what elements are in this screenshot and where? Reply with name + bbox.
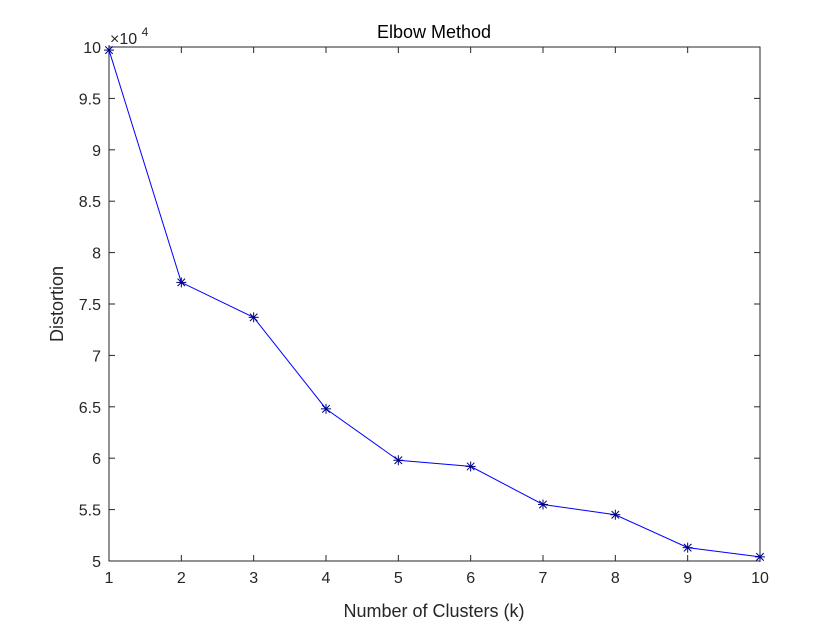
- y-tick-label: 7.5: [79, 297, 101, 314]
- y-exponent-power: 4: [142, 25, 149, 39]
- y-tick-label: 8.5: [79, 194, 101, 211]
- x-tick-label: 3: [249, 570, 258, 587]
- x-tick-label: 9: [683, 570, 692, 587]
- y-tick-label: 6.5: [79, 400, 101, 417]
- data-point: [465, 461, 476, 472]
- x-tick-label: 7: [539, 570, 548, 587]
- x-tick-label: 5: [394, 570, 403, 587]
- data-point: [176, 277, 187, 288]
- x-tick-label: 8: [611, 570, 620, 587]
- data-point: [538, 499, 548, 510]
- y-exponent-base: ×10: [110, 31, 137, 48]
- series-line: [108, 49, 761, 558]
- tick-labels: 1 2 3 4 5 6 7 8 9 10 5 5.5 6 6.5 7 7.5 8 8.5 9 9.5 10: [79, 40, 769, 587]
- x-tick-label: 6: [466, 570, 475, 587]
- x-tick-label: 4: [322, 570, 331, 587]
- data-markers: [104, 45, 765, 562]
- y-tick-label: 10: [83, 40, 101, 57]
- y-tick-label: 7: [92, 348, 101, 365]
- y-tick-label: 9.5: [79, 91, 101, 108]
- y-axis-label: Distortion: [47, 266, 67, 342]
- axis-ticks: [108, 46, 761, 562]
- data-point: [104, 45, 114, 56]
- plot-area: [108, 46, 761, 562]
- data-point: [321, 403, 331, 414]
- chart-title: Elbow Method: [377, 22, 491, 42]
- data-point: [755, 551, 765, 562]
- data-point: [610, 509, 621, 520]
- y-exponent-label: ×10 4: [110, 25, 149, 48]
- x-axis-label: Number of Clusters (k): [343, 601, 524, 621]
- y-tick-label: 5: [92, 554, 101, 571]
- y-tick-label: 8: [92, 246, 101, 263]
- x-tick-label: 2: [177, 570, 186, 587]
- data-point: [682, 542, 693, 553]
- y-tick-label: 5.5: [79, 503, 101, 520]
- x-tick-label: 10: [751, 570, 769, 587]
- x-tick-label: 1: [105, 570, 114, 587]
- y-tick-label: 9: [92, 143, 101, 160]
- data-point: [248, 312, 259, 323]
- y-tick-label: 6: [92, 451, 101, 468]
- data-point: [393, 455, 404, 466]
